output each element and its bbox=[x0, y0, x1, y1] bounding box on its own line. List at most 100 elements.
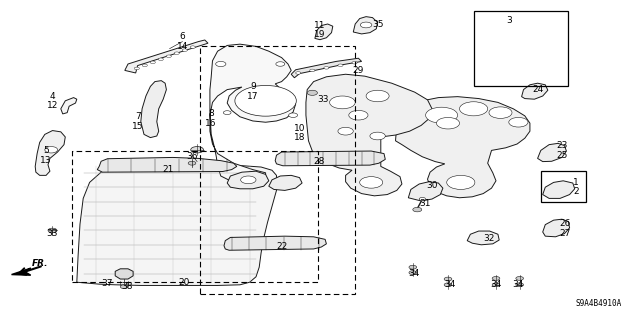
Polygon shape bbox=[61, 98, 77, 114]
Polygon shape bbox=[35, 131, 65, 175]
Circle shape bbox=[409, 271, 417, 275]
Text: 37: 37 bbox=[102, 279, 113, 288]
Polygon shape bbox=[12, 268, 31, 275]
Polygon shape bbox=[77, 163, 276, 285]
Circle shape bbox=[447, 175, 475, 189]
Text: 15: 15 bbox=[132, 122, 143, 131]
Text: 1: 1 bbox=[573, 178, 579, 187]
Circle shape bbox=[338, 64, 343, 67]
Circle shape bbox=[174, 52, 179, 54]
Polygon shape bbox=[467, 231, 499, 245]
Text: 23: 23 bbox=[556, 141, 568, 150]
Text: 3: 3 bbox=[506, 16, 511, 25]
Circle shape bbox=[216, 61, 226, 67]
Text: 20: 20 bbox=[179, 278, 190, 287]
Circle shape bbox=[516, 276, 524, 280]
Polygon shape bbox=[538, 143, 566, 162]
Text: 33: 33 bbox=[47, 229, 58, 238]
Circle shape bbox=[289, 113, 298, 117]
Circle shape bbox=[235, 85, 296, 116]
Circle shape bbox=[492, 283, 500, 287]
Circle shape bbox=[426, 107, 458, 123]
Circle shape bbox=[444, 283, 452, 287]
Text: 2: 2 bbox=[573, 188, 579, 196]
Circle shape bbox=[191, 147, 204, 153]
Circle shape bbox=[158, 58, 163, 60]
Polygon shape bbox=[141, 81, 166, 138]
Circle shape bbox=[324, 67, 329, 69]
Circle shape bbox=[142, 64, 147, 67]
Circle shape bbox=[310, 69, 315, 72]
Text: 8: 8 bbox=[209, 109, 214, 118]
Text: 12: 12 bbox=[47, 101, 58, 110]
Polygon shape bbox=[522, 83, 548, 99]
Polygon shape bbox=[115, 269, 133, 279]
Polygon shape bbox=[543, 181, 575, 198]
Text: 38: 38 bbox=[121, 282, 132, 291]
Bar bbox=[200, 46, 355, 294]
Text: 31: 31 bbox=[419, 199, 431, 208]
Text: 16: 16 bbox=[205, 119, 217, 128]
Circle shape bbox=[276, 62, 285, 66]
Circle shape bbox=[48, 228, 57, 233]
Circle shape bbox=[516, 283, 524, 287]
Circle shape bbox=[366, 90, 389, 102]
Polygon shape bbox=[291, 58, 362, 78]
Circle shape bbox=[352, 61, 357, 64]
Text: S9A4B4910A: S9A4B4910A bbox=[576, 299, 622, 308]
Circle shape bbox=[338, 127, 353, 135]
Circle shape bbox=[330, 96, 355, 109]
Circle shape bbox=[436, 117, 460, 129]
Text: 11: 11 bbox=[314, 21, 326, 30]
Circle shape bbox=[460, 102, 488, 116]
Text: 29: 29 bbox=[353, 66, 364, 75]
Text: FR.: FR. bbox=[32, 260, 49, 268]
Bar bbox=[541, 171, 586, 202]
Text: 32: 32 bbox=[483, 234, 495, 243]
Circle shape bbox=[190, 46, 195, 48]
Polygon shape bbox=[210, 44, 296, 183]
Circle shape bbox=[492, 276, 500, 280]
Bar bbox=[474, 11, 568, 86]
Polygon shape bbox=[396, 97, 530, 198]
Circle shape bbox=[120, 285, 128, 289]
Polygon shape bbox=[315, 24, 333, 40]
Text: 36: 36 bbox=[186, 152, 198, 161]
Circle shape bbox=[360, 177, 383, 188]
Text: 13: 13 bbox=[40, 156, 52, 164]
Circle shape bbox=[409, 265, 417, 269]
Text: 34: 34 bbox=[490, 280, 502, 289]
Polygon shape bbox=[269, 175, 302, 190]
Text: 24: 24 bbox=[532, 85, 543, 94]
Circle shape bbox=[509, 117, 528, 127]
Circle shape bbox=[370, 132, 385, 140]
Circle shape bbox=[45, 147, 58, 153]
Text: 30: 30 bbox=[426, 181, 438, 190]
Circle shape bbox=[188, 161, 196, 165]
Text: 9: 9 bbox=[250, 82, 255, 91]
Polygon shape bbox=[408, 182, 443, 201]
Text: 27: 27 bbox=[559, 229, 571, 238]
Polygon shape bbox=[227, 171, 269, 189]
Circle shape bbox=[182, 49, 188, 52]
Polygon shape bbox=[543, 219, 570, 237]
Text: 22: 22 bbox=[276, 242, 287, 251]
Circle shape bbox=[413, 207, 422, 212]
Text: 17: 17 bbox=[247, 92, 259, 100]
Polygon shape bbox=[224, 236, 326, 250]
Polygon shape bbox=[353, 17, 378, 34]
Circle shape bbox=[134, 67, 140, 70]
Polygon shape bbox=[97, 157, 237, 172]
Text: 18: 18 bbox=[294, 133, 305, 142]
Circle shape bbox=[166, 55, 172, 58]
Text: 34: 34 bbox=[444, 280, 456, 289]
Text: 28: 28 bbox=[313, 157, 324, 166]
Circle shape bbox=[444, 277, 452, 281]
Text: 26: 26 bbox=[559, 220, 571, 228]
Text: 4: 4 bbox=[50, 92, 55, 100]
Circle shape bbox=[360, 22, 372, 28]
Polygon shape bbox=[275, 151, 385, 166]
Text: 5: 5 bbox=[44, 146, 49, 155]
Circle shape bbox=[489, 107, 512, 118]
Polygon shape bbox=[125, 40, 208, 73]
